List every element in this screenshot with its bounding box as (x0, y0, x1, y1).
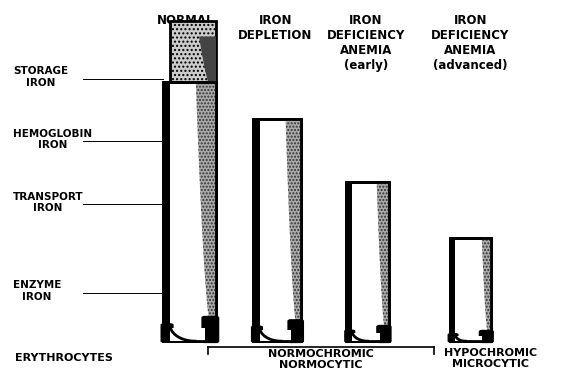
Bar (450, 238, 491, 341)
Bar (455, 336, 482, 341)
Bar (253, 119, 260, 341)
Text: IRON
DEFICIENCY
ANEMIA
(advanced): IRON DEFICIENCY ANEMIA (advanced) (431, 14, 509, 72)
Bar (346, 182, 389, 341)
Text: HYPOCHROMIC
MICROCYTIC: HYPOCHROMIC MICROCYTIC (444, 348, 538, 369)
Text: TRANSPORT
IRON: TRANSPORT IRON (13, 192, 83, 213)
Bar (346, 182, 389, 341)
Bar (170, 328, 205, 341)
Bar (170, 21, 216, 82)
FancyBboxPatch shape (160, 323, 174, 343)
FancyBboxPatch shape (201, 316, 219, 343)
Bar (346, 182, 352, 341)
Text: STORAGE
IRON: STORAGE IRON (13, 66, 68, 88)
Bar (163, 82, 170, 341)
Text: ERYTHROCYTES: ERYTHROCYTES (15, 353, 113, 363)
FancyBboxPatch shape (251, 326, 263, 343)
Polygon shape (286, 119, 301, 341)
Bar (170, 21, 216, 82)
Bar (163, 82, 216, 341)
FancyBboxPatch shape (479, 330, 494, 343)
Bar (253, 119, 301, 341)
Bar (163, 82, 216, 341)
Bar (352, 333, 380, 341)
Text: IRON
DEFICIENCY
ANEMIA
(early): IRON DEFICIENCY ANEMIA (early) (327, 14, 405, 72)
FancyBboxPatch shape (376, 325, 392, 343)
Text: ENZYME
IRON: ENZYME IRON (13, 280, 61, 302)
Text: IRON
DEPLETION: IRON DEPLETION (239, 14, 313, 42)
Polygon shape (196, 82, 216, 341)
Bar (253, 119, 301, 341)
Bar (450, 238, 455, 341)
Bar (450, 238, 491, 341)
Polygon shape (377, 182, 389, 341)
Text: NORMAL: NORMAL (156, 14, 214, 27)
Text: NORMOCHROMIC
NORMOCYTIC: NORMOCHROMIC NORMOCYTIC (268, 349, 374, 370)
FancyBboxPatch shape (447, 333, 459, 343)
FancyBboxPatch shape (344, 330, 355, 343)
FancyBboxPatch shape (288, 319, 304, 343)
Polygon shape (199, 36, 216, 94)
Bar (260, 330, 291, 341)
Polygon shape (482, 238, 491, 341)
Text: HEMOGLOBIN
IRON: HEMOGLOBIN IRON (13, 129, 92, 150)
